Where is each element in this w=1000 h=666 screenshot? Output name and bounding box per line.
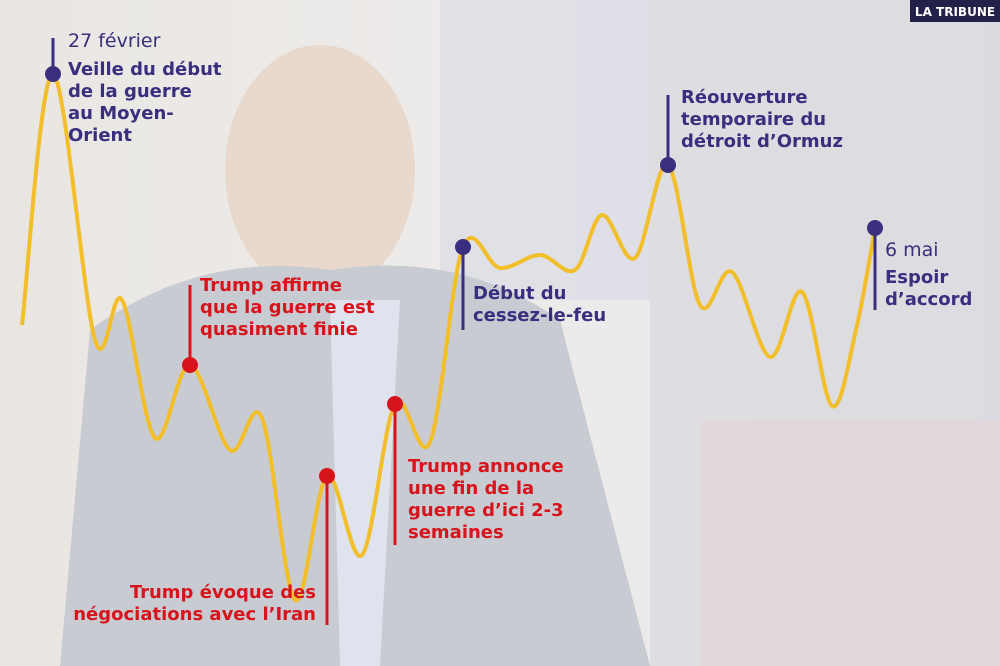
dot xyxy=(182,357,198,373)
label-line: Trump affirme xyxy=(200,275,342,296)
label-line: semaines xyxy=(408,522,504,543)
dot xyxy=(319,468,335,484)
label-line: guerre d’ici 2-3 xyxy=(408,500,564,521)
dot xyxy=(867,220,883,236)
dot xyxy=(660,157,676,173)
dot xyxy=(387,396,403,412)
date: 27 février xyxy=(68,30,161,52)
dot xyxy=(45,66,61,82)
label-line: temporaire du xyxy=(681,109,826,130)
label-line: négociations avec l’Iran xyxy=(73,604,316,625)
label-line: que la guerre est xyxy=(200,297,375,318)
label-line: Réouverture xyxy=(681,87,808,108)
label-line: Trump annonce xyxy=(408,456,564,477)
label-line: Veille du début xyxy=(68,59,222,80)
curve xyxy=(20,71,877,603)
dot xyxy=(455,239,471,255)
label-line: une fin de la xyxy=(408,478,534,499)
label-line: Espoir xyxy=(885,267,948,288)
brand: LA TRIBUNE xyxy=(915,5,995,19)
brand-box: LA TRIBUNE xyxy=(910,0,1000,22)
label-line: au Moyen- xyxy=(68,103,174,124)
label-line: quasiment finie xyxy=(200,319,358,340)
label-line: Trump évoque des xyxy=(130,582,316,603)
label-line: Orient xyxy=(68,125,132,146)
label-line: de la guerre xyxy=(68,81,192,102)
label-line: d’accord xyxy=(885,289,972,310)
label-line: Début du xyxy=(473,283,566,304)
label-line: cessez-le-feu xyxy=(473,305,606,326)
label-line: détroit d’Ormuz xyxy=(681,131,843,152)
date: 6 mai xyxy=(885,239,939,261)
